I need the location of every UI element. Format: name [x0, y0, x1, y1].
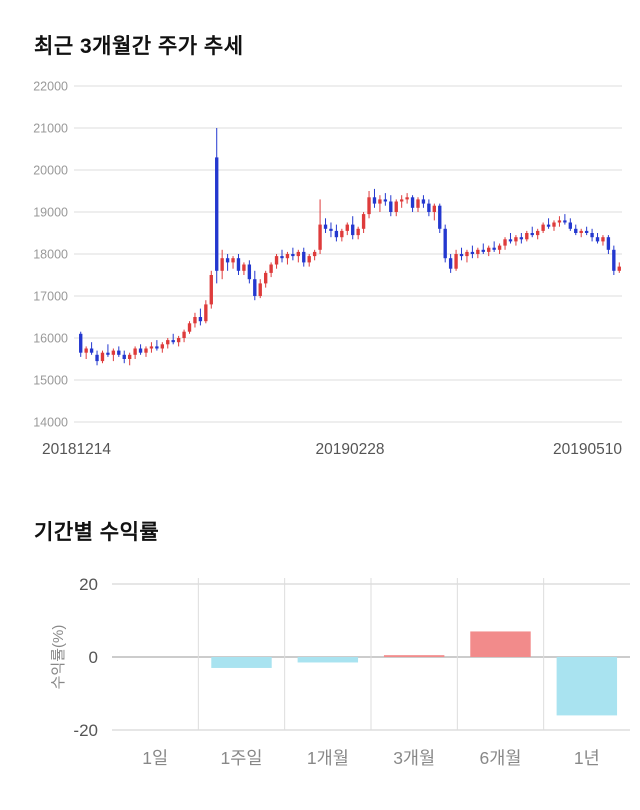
svg-text:16000: 16000 [33, 332, 68, 346]
svg-text:20190510: 20190510 [553, 441, 622, 458]
svg-text:1개월: 1개월 [307, 748, 349, 768]
svg-text:1주일: 1주일 [221, 748, 263, 768]
price-trend-section: 최근 3개월간 주가 추세 14000 15000 16000 17000 18000 1… [33, 35, 622, 459]
svg-text:17000: 17000 [33, 290, 68, 304]
svg-text:1년: 1년 [574, 748, 600, 768]
price-candlestick-chart: 14000 15000 16000 17000 18000 19000 20000 21000… [33, 80, 622, 459]
svg-text:0: 0 [89, 648, 98, 667]
svg-text:20: 20 [79, 575, 98, 594]
svg-text:21000: 21000 [33, 122, 68, 136]
svg-text:20190228: 20190228 [316, 441, 385, 458]
svg-text:20181214: 20181214 [42, 441, 111, 458]
returns-bar-chart: 20 0 -20 1일 1주일 1개월 3개월 6개월 1년 수익률(%) [50, 575, 630, 768]
price-trend-title: 최근 3개월간 주가 추세 [34, 35, 244, 58]
returns-title: 기간별 수익률 [34, 521, 160, 544]
svg-text:수익률(%): 수익률(%) [50, 625, 67, 690]
svg-text:22000: 22000 [33, 80, 68, 94]
svg-text:15000: 15000 [33, 374, 68, 388]
svg-text:19000: 19000 [33, 206, 68, 220]
svg-text:14000: 14000 [33, 416, 68, 430]
returns-section: 기간별 수익률 20 0 -20 1일 1주일 1개월 3개월 6개월 1년 수익률(%) [0, 458, 640, 788]
svg-text:6개월: 6개월 [480, 748, 522, 768]
svg-text:1일: 1일 [142, 748, 168, 768]
svg-text:-20: -20 [73, 721, 98, 740]
svg-text:3개월: 3개월 [393, 748, 435, 768]
svg-text:18000: 18000 [33, 248, 68, 262]
svg-text:20000: 20000 [33, 164, 68, 178]
